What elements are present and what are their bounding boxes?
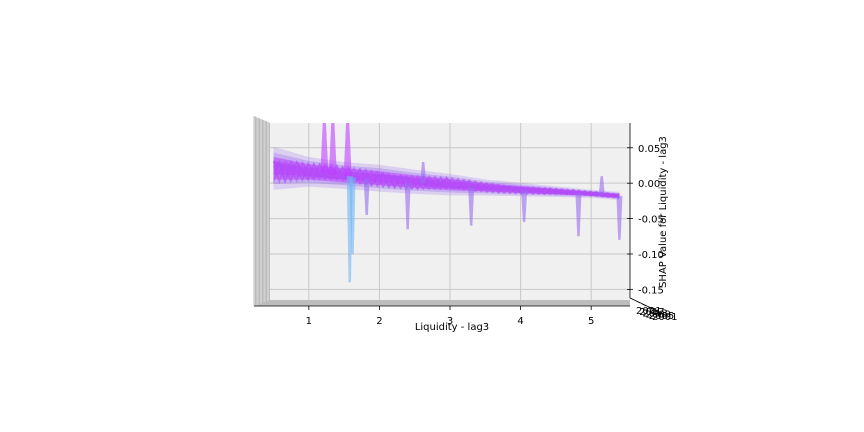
y-tick-mark: [653, 309, 659, 313]
y-tick-mark: [659, 312, 665, 316]
x-tick-label: 1: [306, 316, 312, 327]
floor-pane: [254, 300, 630, 306]
surface-strand: [272, 161, 620, 199]
surface-layer: [273, 162, 620, 198]
surface-strand: [272, 160, 620, 198]
surface-spike: [521, 190, 528, 223]
surface-strand: [273, 161, 620, 198]
surface-strand: [273, 162, 620, 198]
y-tick-label: 2013: [642, 308, 667, 319]
surface-strand: [273, 162, 620, 198]
surface-strand: [273, 159, 620, 198]
x-tick-label: 5: [588, 316, 594, 327]
surface-strand: [273, 160, 620, 197]
y-tick-mark: [635, 300, 641, 304]
y-tick-label: 2017: [639, 307, 664, 318]
surface-strand: [272, 159, 620, 198]
surface-spike: [343, 123, 352, 177]
x-tick-label: 3: [447, 316, 453, 327]
z-tick-label: -0.15: [638, 285, 664, 296]
surface-strand: [273, 160, 620, 197]
y-tick-mark: [647, 306, 653, 310]
y-tick-label: 2021: [636, 306, 661, 317]
surface-strand: [273, 162, 620, 199]
y-tick-mark: [629, 297, 635, 301]
surface-strand: [273, 162, 620, 198]
surface-strand: [272, 161, 620, 199]
surface-spike: [616, 195, 623, 240]
surface-strand: [273, 159, 620, 198]
z-tick-label: -0.05: [638, 215, 664, 226]
surface-layer: [273, 156, 620, 199]
y-tick-label: 2009: [646, 310, 671, 321]
surface-strand: [273, 161, 620, 199]
axes-panes: [254, 116, 630, 306]
surface-strand: [273, 161, 620, 198]
surface-spike: [598, 176, 605, 195]
surface-strand: [273, 159, 620, 198]
z-axis-label: SHAP Value for Liquidity - lag3: [658, 136, 669, 288]
surface-spike: [468, 187, 475, 226]
surface-spike: [349, 177, 356, 254]
y-tick-label: 2001: [652, 312, 677, 323]
x-axis-label: Liquidity - lag3: [415, 322, 489, 333]
y-tick-label: 2005: [649, 311, 674, 322]
z-tick-label: -0.10: [638, 250, 664, 261]
surface-strand: [273, 159, 620, 198]
surface-spike: [575, 193, 582, 237]
surface-strand: [273, 159, 620, 198]
y-tick-mark: [641, 303, 647, 307]
surface-layer: [273, 146, 620, 200]
x-axis-ticks: 1 2 3 4 5: [306, 306, 594, 327]
surface-spike: [404, 183, 411, 230]
surface-spike: [320, 123, 329, 173]
z-tick-label: 0.05: [638, 144, 660, 155]
surface-strand: [273, 159, 620, 198]
surface-strand: [273, 160, 620, 197]
surface-strand: [272, 160, 620, 198]
x-tick-label: 2: [376, 316, 382, 327]
surface-strand: [273, 161, 620, 198]
surface-spike: [328, 123, 337, 175]
surface-band: [272, 146, 620, 200]
surface-spike: [363, 178, 370, 216]
surface-strand: [273, 161, 620, 199]
surface-strand: [273, 161, 620, 198]
surface-spike: [420, 161, 427, 184]
surface-strand: [273, 161, 620, 198]
z-axis-ticks: 0.05 0.00 -0.05 -0.10 -0.15: [627, 144, 664, 296]
z-tick-label: 0.00: [638, 179, 660, 190]
surface-strand: [272, 159, 620, 198]
x-tick-label: 4: [517, 316, 523, 327]
surface-spikes: [320, 123, 623, 283]
